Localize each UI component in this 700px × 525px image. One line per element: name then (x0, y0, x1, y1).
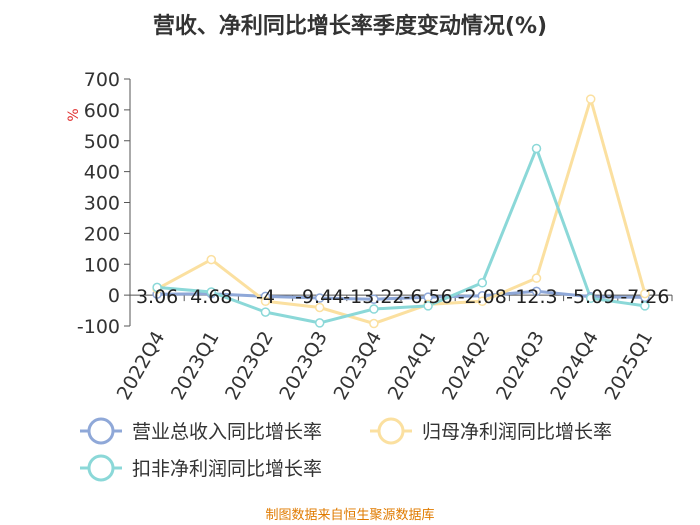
legend-label: 扣非净利润同比增长率 (132, 458, 322, 480)
y-tick-label: 100 (84, 254, 120, 276)
data-point (314, 293, 325, 303)
axes: 7006005004003002001000-100%2022Q42023Q12… (66, 69, 673, 404)
data-point (531, 273, 542, 283)
data-point (314, 302, 325, 313)
x-tick-label: 2023Q3 (275, 328, 332, 404)
legend-swatch-marker (87, 417, 115, 445)
data-label: -6.56 (404, 286, 453, 308)
data-point (369, 294, 379, 304)
data-point (640, 288, 650, 299)
series-line-3 (156, 147, 646, 325)
legend-label: 归母净利润同比增长率 (422, 421, 612, 443)
legend-swatch-marker (377, 417, 405, 445)
data-point (423, 301, 433, 311)
data-point (531, 143, 542, 154)
data-point (260, 307, 271, 317)
x-tick-label: 2023Q1 (167, 328, 224, 404)
y-tick-label: 400 (84, 162, 120, 184)
source-note: 制图数据来自恒生聚源数据库 (265, 508, 435, 523)
data-point (585, 293, 596, 303)
x-tick-label: 2024Q4 (546, 328, 603, 404)
legend-swatch-marker (87, 454, 115, 482)
data-label: -7.26 (620, 286, 669, 308)
x-tick-label: 2023Q4 (329, 328, 386, 404)
data-label: -4 (256, 286, 275, 308)
y-tick-label: 300 (84, 193, 120, 215)
y-tick-label: 700 (84, 69, 120, 91)
x-tick-label: 2022Q4 (113, 328, 170, 404)
series-points (152, 94, 650, 329)
y-tick-label: 500 (84, 131, 120, 153)
data-point (640, 301, 650, 311)
series-lines (156, 97, 647, 325)
data-point (314, 318, 325, 328)
data-labels: 3.06 4.68 -4 -9.44-13.22-6.56 -2.08 12.3 -5.09… (136, 286, 670, 308)
data-label: -2.08 (458, 286, 507, 308)
chart-title: 营收、净利同比增长率季度变动情况(%) (152, 14, 548, 39)
data-point (206, 287, 217, 297)
y-tick-label: 600 (84, 100, 120, 122)
x-tick-label: 2024Q1 (384, 328, 441, 404)
data-point (369, 304, 379, 314)
data-point (206, 254, 217, 265)
y-tick-label: -100 (77, 316, 120, 338)
data-point (477, 278, 488, 288)
data-point (369, 318, 379, 329)
x-tick-label: 2024Q3 (492, 328, 549, 404)
data-label: 3.06 (136, 286, 178, 308)
data-label: -9.44 (295, 286, 344, 308)
series-line-2 (156, 97, 647, 325)
data-point (531, 286, 542, 297)
data-label: 4.68 (190, 286, 232, 308)
y-axis-unit: % (66, 108, 82, 121)
data-point (585, 94, 596, 104)
series-line-1 (157, 289, 645, 301)
x-tick-label: 2023Q2 (221, 328, 278, 404)
data-label: 12.3 (515, 286, 557, 308)
data-point (477, 296, 488, 307)
data-point (152, 282, 162, 293)
x-tick-label: 2024Q2 (438, 328, 495, 404)
legend-label: 营业总收入同比增长率 (132, 421, 322, 443)
y-tick-label: 200 (84, 223, 120, 245)
data-label: -13.22 (343, 286, 404, 308)
data-label: -5.09 (566, 286, 615, 308)
data-point (260, 296, 271, 307)
y-tick-label: 0 (108, 285, 120, 307)
x-tick-label: 2025Q1 (600, 328, 657, 404)
